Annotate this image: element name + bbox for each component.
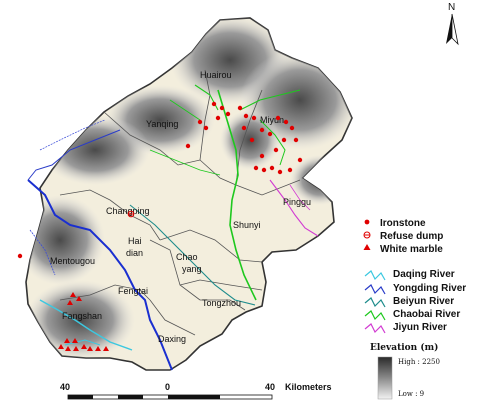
- label-pinggu: Pinggu: [283, 197, 311, 207]
- legend-white-marble: White marble: [380, 244, 443, 255]
- label-fengtai: Fengtai: [118, 286, 148, 296]
- legend-rivers: Daqing River Yongding River Beiyun River…: [364, 269, 466, 334]
- legend-chaobai: Chaobai River: [393, 309, 460, 320]
- jiyun-river: [269, 179, 319, 237]
- north-arrow: N: [446, 2, 459, 46]
- refuse-dump-points: [127, 210, 135, 218]
- legend-yongding: Yongding River: [393, 283, 466, 294]
- label-huairou: Huairou: [200, 70, 232, 80]
- ironstone-points: [17, 101, 303, 259]
- white-marble-legend-symbol: [363, 244, 371, 250]
- label-yanqing: Yanqing: [146, 119, 178, 129]
- legend-jiyun: Jiyun River: [393, 322, 447, 333]
- district-labels: Huairou Yanqing Miyun Changping Pinggu S…: [50, 70, 311, 344]
- scale-label-left: 40: [60, 382, 70, 392]
- label-miyun: Miyun: [260, 115, 284, 125]
- label-mentougou: Mentougou: [50, 256, 95, 266]
- legend-ironstone: Ironstone: [380, 218, 426, 229]
- legend-daqing: Daqing River: [393, 269, 455, 280]
- label-haidian-2: dian: [126, 248, 143, 258]
- elevation-low: Low : 9: [398, 390, 424, 398]
- label-fangshan: Fangshan: [62, 311, 102, 321]
- legend-refuse-dump: Refuse dump: [380, 231, 443, 242]
- north-label: N: [448, 2, 455, 13]
- scale-bar: 40 0 40 Kilometers: [60, 382, 332, 400]
- label-daxing: Daxing: [158, 334, 186, 344]
- chaobai-river: [217, 89, 257, 301]
- label-tongzhou: Tongzhou: [202, 298, 241, 308]
- legend-points: Ironstone Refuse dump White marble: [363, 218, 443, 255]
- legend-beiyun: Beiyun River: [393, 296, 454, 307]
- label-shunyi: Shunyi: [233, 220, 261, 230]
- scale-label-right: 40: [265, 382, 275, 392]
- ironstone-legend-symbol: [364, 219, 370, 225]
- label-changping: Changping: [106, 206, 150, 216]
- rivers: [27, 84, 319, 371]
- daqing-river: [39, 299, 133, 351]
- scale-unit: Kilometers: [285, 382, 332, 392]
- elevation-high: High : 2250: [398, 358, 440, 366]
- elevation-legend: Elevation (m) High : 2250 Low : 9: [370, 342, 440, 400]
- label-chaoyang-2: yang: [182, 264, 202, 274]
- beiyun-river: [129, 204, 256, 306]
- yongding-river: [27, 179, 173, 371]
- white-marble-points: [58, 292, 109, 351]
- elevation-title: Elevation (m): [370, 342, 438, 353]
- label-haidian-1: Hai: [128, 236, 142, 246]
- scale-label-mid: 0: [165, 382, 170, 392]
- label-chaoyang-1: Chao: [176, 252, 198, 262]
